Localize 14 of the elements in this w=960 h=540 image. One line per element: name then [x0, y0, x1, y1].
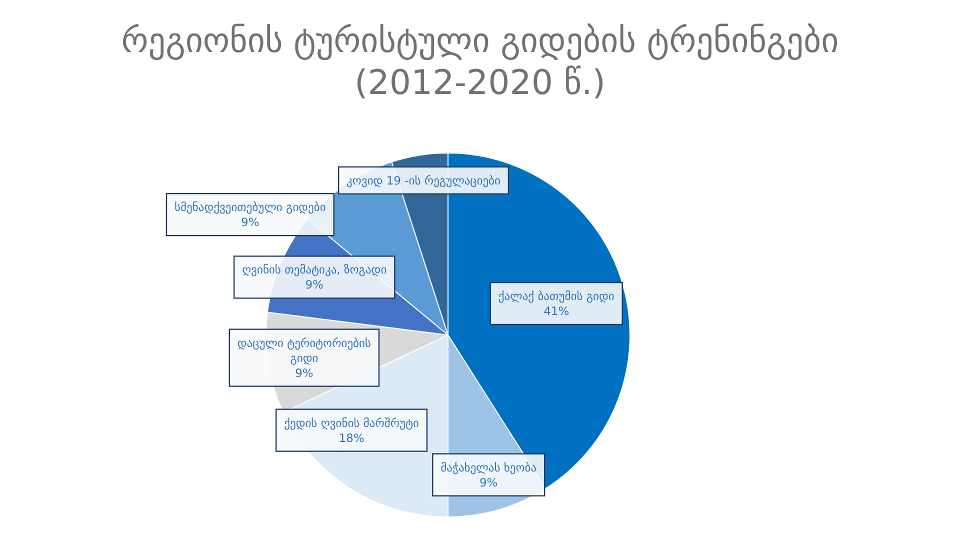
data-label: 41% — [544, 304, 570, 318]
slice-label: დაცული ტერიტორიების გიდი — [237, 336, 371, 365]
slice-label: ღვინის თემატიკა, ზოგადი — [242, 262, 387, 277]
slice-label: მაჭახელას ხეობა — [440, 460, 537, 474]
data-label: 9% — [479, 475, 498, 490]
chart-title: რეგიონის ტურისტული გიდების ტრენინგები (2012-2020 წ.) — [121, 21, 839, 103]
slice-label: ქალაქ ბათუმის გიდი — [498, 289, 614, 304]
data-label: 9% — [305, 278, 324, 292]
slice-label: სმენადქვეითებული გიდები — [174, 200, 326, 214]
data-label: 18% — [338, 430, 364, 445]
data-label: 9% — [241, 215, 260, 230]
data-label: 9% — [295, 366, 314, 380]
slice-label: კოვიდ 19 -ის რეგულაციები — [346, 173, 501, 188]
slice-label: ქედის ღვინის მარშრუტი — [284, 416, 420, 430]
